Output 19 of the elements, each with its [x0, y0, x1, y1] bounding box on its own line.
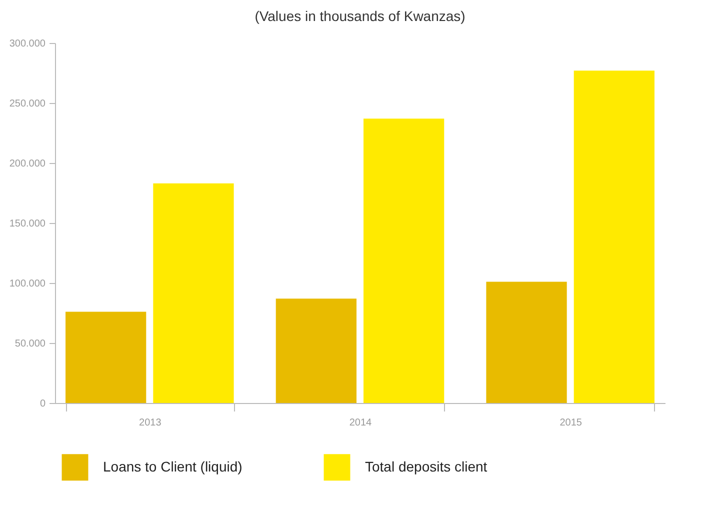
x-tick-label: 2014: [349, 418, 372, 428]
bar: [276, 298, 356, 403]
legend-label: Loans to Client (liquid): [103, 458, 242, 474]
y-tick-label: 250.000: [9, 98, 46, 110]
y-tick-label: 100.000: [9, 278, 46, 290]
bar: [486, 282, 567, 403]
y-tick-label: 150.000: [9, 218, 46, 230]
bar: [66, 312, 146, 403]
bar: [153, 183, 234, 403]
y-tick-label: 300.000: [9, 38, 46, 50]
chart-title: (Values in thousands of Kwanzas): [254, 8, 466, 24]
y-tick-label: 50.000: [14, 338, 46, 350]
y-tick-label: 200.000: [9, 158, 46, 170]
legend-label: Total deposits client: [365, 458, 488, 474]
y-tick-label: 0: [40, 398, 46, 410]
x-tick-label: 2013: [139, 418, 162, 428]
bar: [574, 70, 654, 403]
bar: [364, 118, 444, 403]
x-tick-label: 2015: [560, 418, 582, 428]
